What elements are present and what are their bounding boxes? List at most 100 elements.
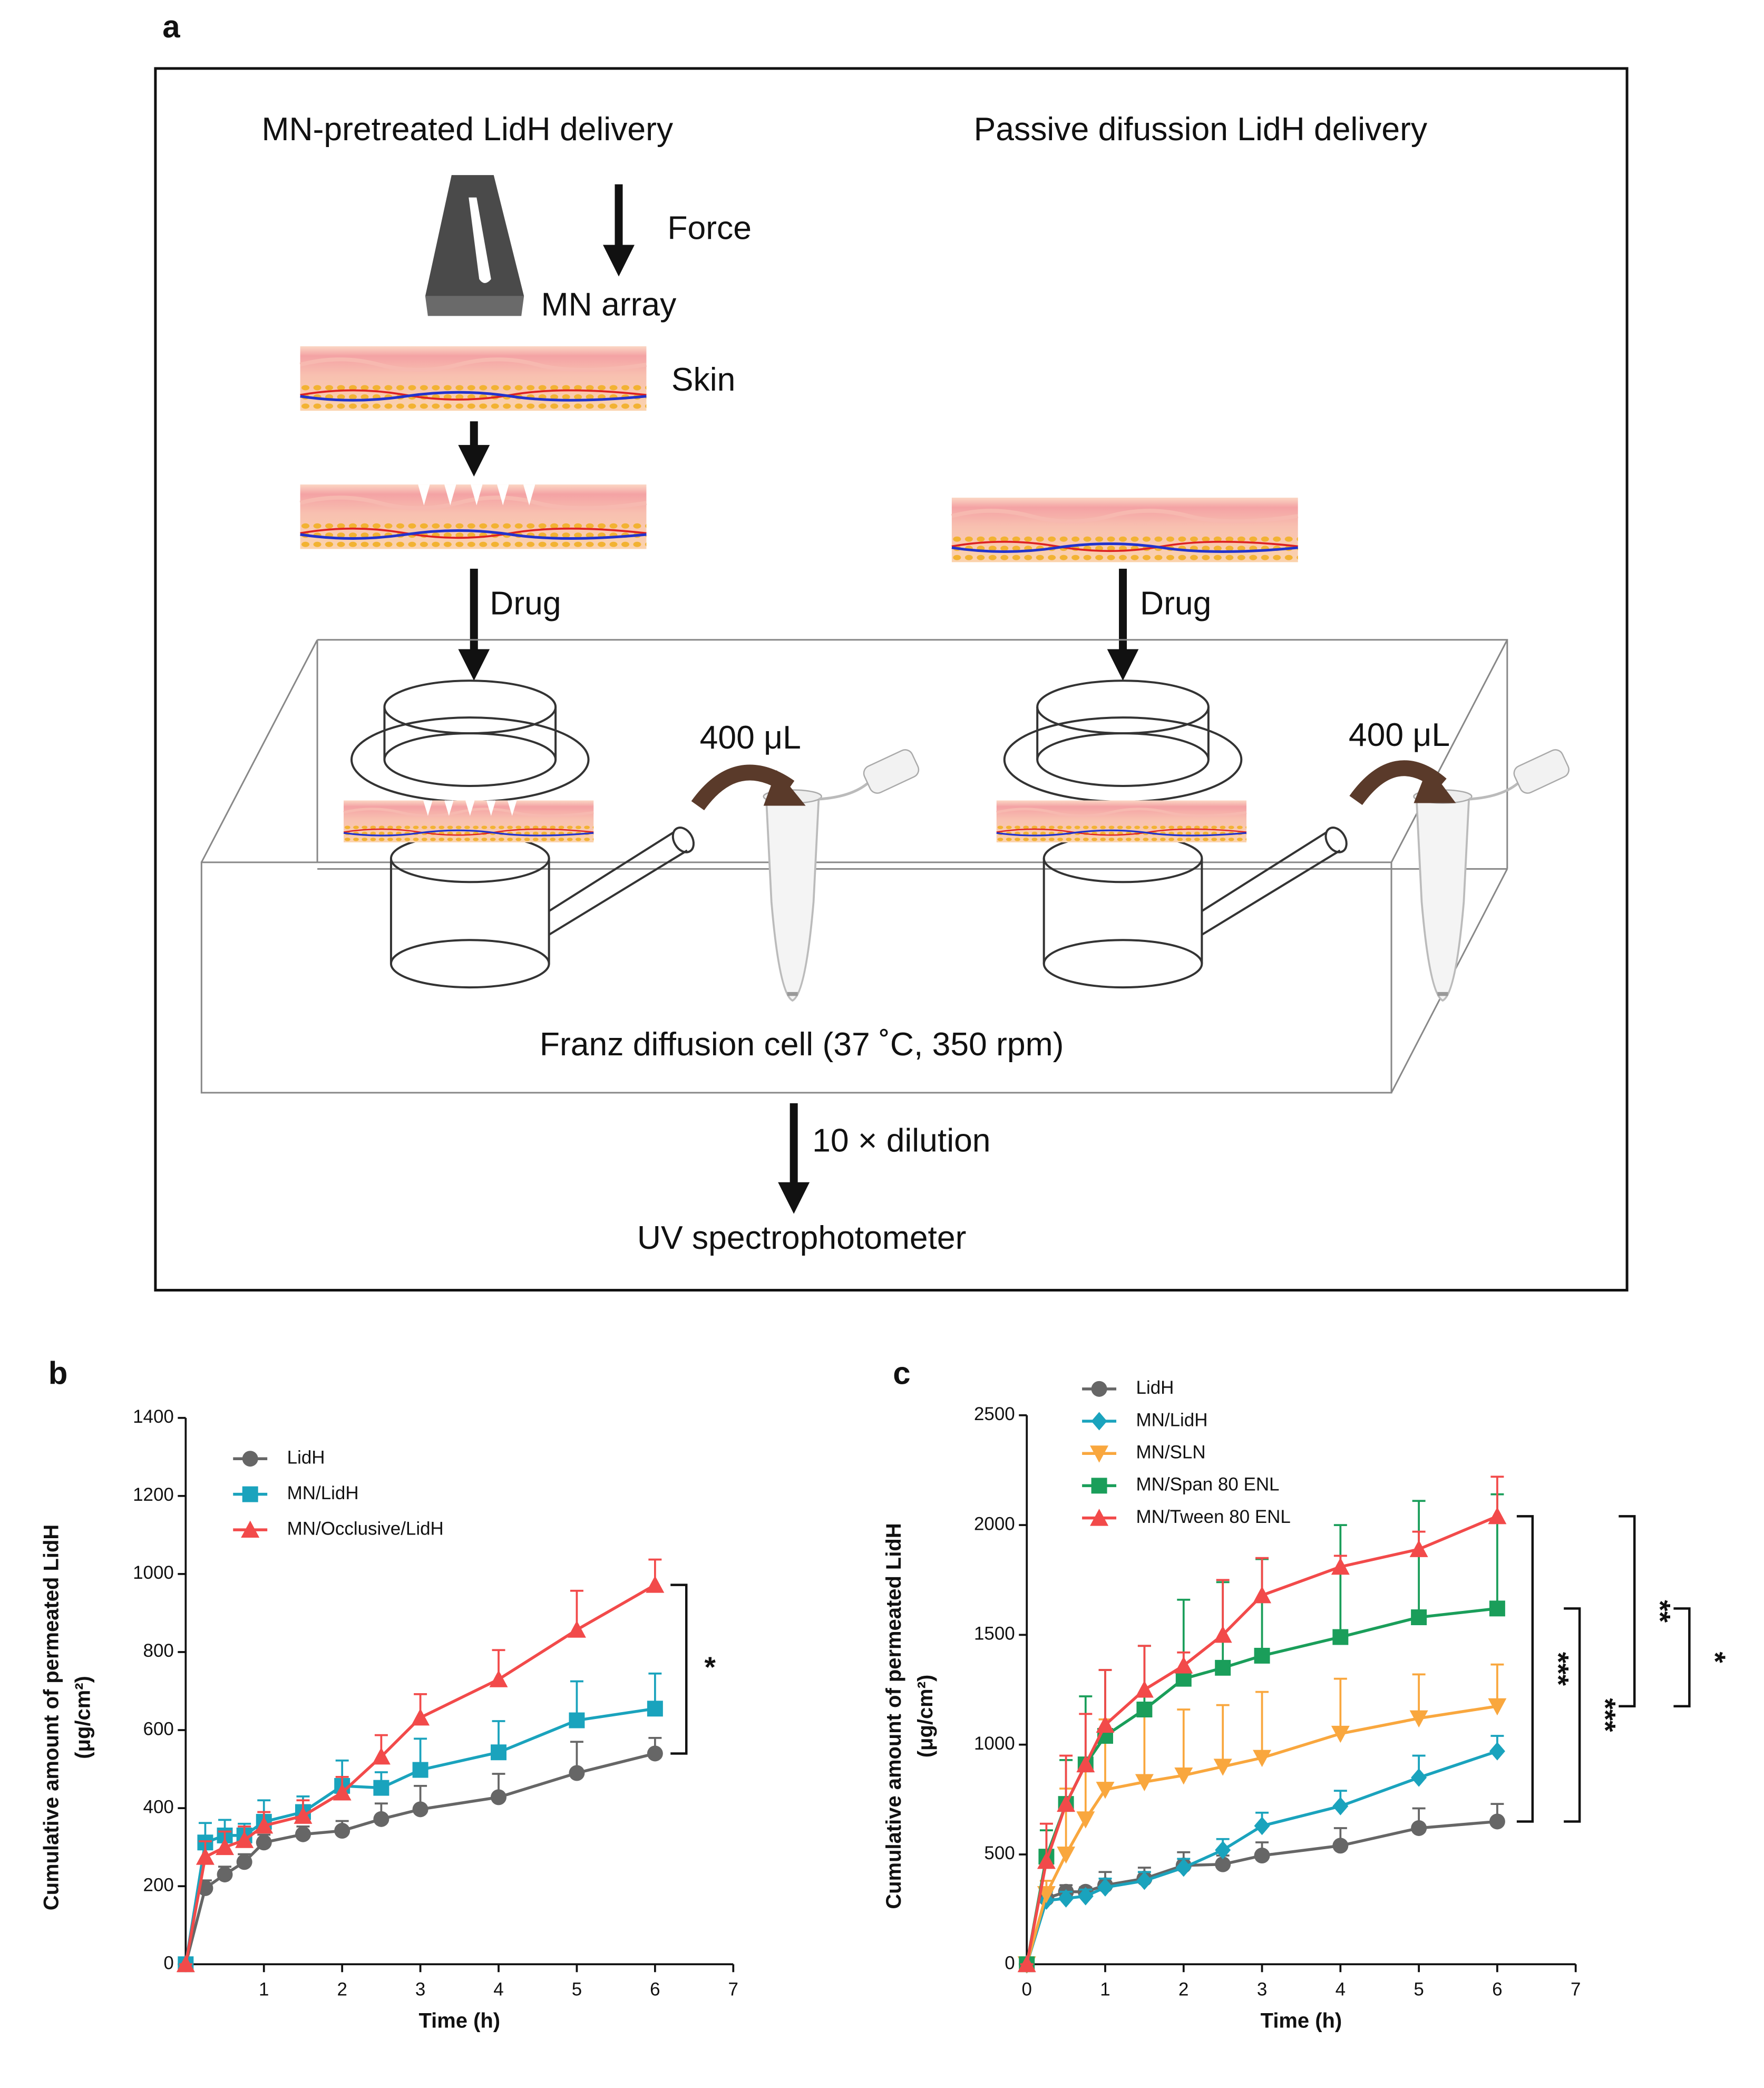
x-tick-label: 1 [259,1979,269,1999]
marker [1411,1768,1427,1787]
marker [1253,1750,1272,1767]
marker [1411,1820,1427,1836]
marker [647,1745,663,1762]
error-bar [1333,1677,1347,1734]
marker [1489,1813,1505,1830]
marker [373,1780,389,1796]
marker [1017,1955,1036,1973]
marker [1136,1702,1153,1717]
y-axis-label: Cumulative amount of permeated LidH [882,1523,905,1909]
marker [1077,1887,1094,1906]
diagram: MN-pretreated LidH delivery Passive difu… [154,67,1629,1292]
legend-label: MN/Tween 80 ENL [1136,1507,1291,1527]
marker [1174,1656,1193,1674]
error-bar [1412,1500,1426,1618]
x-tick-label: 3 [1257,1979,1267,1999]
x-tick-label: 1 [1100,1979,1110,1999]
x-tick-label: 5 [572,1979,582,1999]
legend-label: MN/LidH [287,1483,359,1503]
marker [1409,1540,1428,1557]
significance-bracket [1564,1607,1581,1823]
marker [216,1838,235,1856]
arrow-head [1414,766,1456,803]
y-axis-label: (μg/cm²) [72,1676,95,1759]
marker [255,1816,274,1834]
x-tick-label: 6 [650,1979,660,1999]
x-tick-label: 0 [1021,1979,1031,1999]
y-tick-label: 1400 [133,1406,174,1427]
label: 10 × dilution [812,1122,990,1159]
label: Franz diffusion cell (37 ˚C, 350 rpm) [540,1026,1064,1063]
marker [1174,1767,1193,1785]
marker [1076,1755,1095,1773]
y-tick-label: 0 [163,1953,173,1973]
label: 400 μL [700,719,801,756]
y-tick-label: 1500 [974,1624,1015,1644]
skin [997,800,1246,842]
marker [1096,1715,1115,1733]
legend-marker [242,1451,258,1467]
y-tick-label: 200 [143,1875,174,1895]
skin [952,498,1298,562]
marker [489,1670,508,1687]
panel-label: a [162,9,180,44]
error-bar [1177,1708,1191,1775]
marker [647,1701,663,1717]
significance-label: *** [1590,1698,1622,1732]
x-tick-label: 3 [415,1979,425,1999]
label: Force [667,210,752,247]
x-tick-label: 7 [728,1979,738,1999]
title: Passive difussion LidH delivery [974,111,1428,148]
error-bar [1137,1715,1151,1782]
label: UV spectrophotometer [637,1219,967,1256]
marker [1411,1609,1427,1626]
series-line [1025,1705,1498,1965]
x-tick-label: 7 [1571,1979,1581,1999]
label: 400 μL [1349,716,1450,753]
legend-label: MN/SLN [1136,1442,1206,1462]
legend-label: LidH [1136,1377,1174,1398]
significance-label: *** [1542,1652,1575,1686]
error-bar [1333,1524,1347,1637]
x-tick-label: 2 [337,1979,347,1999]
marker [333,1783,352,1801]
marker [1488,1698,1507,1716]
skin [300,484,647,549]
arrow-head [763,770,806,806]
marker [373,1811,389,1827]
marker [1175,1671,1192,1687]
marker [217,1866,233,1882]
significance-bracket [1673,1607,1691,1708]
x-axis-label: Time (h) [419,2009,501,2033]
y-tick-label: 1000 [133,1562,174,1583]
frame [154,67,1629,1292]
marker [1037,1851,1056,1869]
legend-label: LidH [287,1447,325,1468]
x-tick-label: 6 [1492,1979,1502,1999]
marker [412,1801,428,1818]
marker [1215,1856,1231,1872]
significance-label: * [704,1650,716,1683]
marker [294,1807,313,1824]
marker [1136,1871,1153,1890]
mn-base [425,296,524,316]
legend-marker [1091,1412,1107,1431]
marker [1096,1782,1115,1799]
marker [569,1765,585,1781]
marker [411,1708,430,1726]
marker [412,1762,428,1778]
x-tick-label: 2 [1178,1979,1188,1999]
y-tick-label: 1000 [974,1733,1015,1754]
marker [235,1831,254,1848]
significance-bracket [1516,1515,1534,1823]
marker [1332,1629,1349,1645]
significance-bracket [1619,1515,1636,1708]
mn-slot [469,197,491,283]
marker [1057,1846,1076,1864]
legend-marker [1090,1509,1109,1526]
marker [1215,1659,1231,1676]
y-tick-label: 500 [984,1843,1015,1863]
series-line [1025,1514,1498,1965]
legend-marker [1090,1445,1109,1463]
marker [1254,1848,1270,1864]
